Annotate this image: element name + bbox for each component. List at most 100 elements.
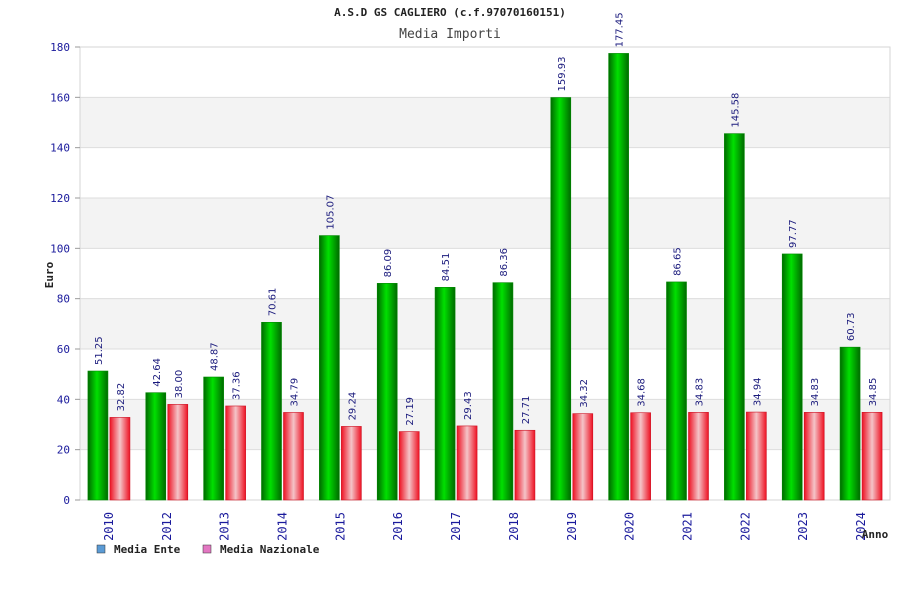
data-label: 38.00 bbox=[174, 370, 185, 399]
y-tick-label: 120 bbox=[50, 192, 70, 205]
bar-media-ente bbox=[608, 53, 629, 501]
y-tick-label: 180 bbox=[50, 41, 70, 54]
chart-subtitle: Media Importi bbox=[399, 27, 501, 42]
x-tick-label: 2022 bbox=[738, 512, 752, 541]
data-label: 86.65 bbox=[673, 247, 684, 276]
bar-media-ente bbox=[145, 392, 167, 501]
grid-band bbox=[80, 147, 890, 198]
legend: Media Ente Media Nazionale bbox=[96, 543, 320, 556]
x-tick-label: 2023 bbox=[796, 512, 810, 541]
legend-label-media-nazionale: Media Nazionale bbox=[220, 543, 320, 556]
y-tick-label: 100 bbox=[50, 242, 70, 255]
data-label: 145.58 bbox=[730, 93, 741, 128]
grid-band bbox=[80, 399, 890, 450]
y-tick-label: 40 bbox=[57, 393, 70, 406]
data-label: 51.25 bbox=[94, 336, 105, 365]
bar-media-ente bbox=[87, 370, 109, 501]
bar-media-ente bbox=[319, 235, 340, 501]
data-label: 42.64 bbox=[152, 358, 163, 387]
x-tick-label: 2020 bbox=[623, 512, 637, 541]
x-tick-label: 2015 bbox=[333, 512, 347, 541]
data-label: 32.82 bbox=[116, 383, 127, 412]
y-tick-label: 160 bbox=[50, 91, 70, 104]
data-label: 34.83 bbox=[695, 378, 706, 407]
bar-media-nazionale bbox=[630, 412, 651, 501]
x-tick-label: 2016 bbox=[391, 512, 405, 541]
data-label: 60.73 bbox=[846, 313, 857, 342]
plot-frame bbox=[79, 46, 891, 501]
x-tick-label: 2010 bbox=[102, 512, 116, 541]
data-label: 48.87 bbox=[210, 342, 221, 371]
data-label: 34.32 bbox=[579, 379, 590, 408]
grid-band bbox=[80, 349, 890, 400]
data-label: 34.79 bbox=[290, 378, 301, 407]
data-label: 34.83 bbox=[810, 378, 821, 407]
legend-swatch-media-nazionale bbox=[202, 544, 212, 554]
bar-media-nazionale bbox=[283, 412, 304, 501]
data-label: 37.36 bbox=[232, 371, 243, 400]
x-tick-label: 2018 bbox=[507, 512, 521, 541]
bar-media-nazionale bbox=[688, 412, 709, 501]
data-label: 84.51 bbox=[441, 253, 452, 282]
x-tick-label: 2024 bbox=[854, 512, 868, 541]
bar-media-nazionale bbox=[514, 429, 536, 501]
data-label: 105.07 bbox=[325, 195, 336, 230]
legend-label-media-ente: Media Ente bbox=[114, 543, 181, 556]
x-axis-label: Anno bbox=[862, 528, 889, 541]
bar-media-ente bbox=[376, 283, 398, 501]
bar-media-nazionale bbox=[167, 404, 189, 501]
bar-media-ente bbox=[666, 281, 687, 501]
bar-media-nazionale bbox=[398, 431, 420, 501]
data-label: 27.71 bbox=[521, 396, 532, 425]
bar-media-nazionale bbox=[803, 412, 825, 501]
bar-media-ente bbox=[203, 376, 224, 501]
legend-swatch-media-ente bbox=[96, 544, 106, 554]
grid-band bbox=[80, 298, 890, 349]
data-label: 34.68 bbox=[637, 378, 648, 407]
bar-media-nazionale bbox=[456, 425, 478, 501]
bar-media-nazionale bbox=[861, 411, 883, 501]
y-tick-label: 80 bbox=[57, 293, 70, 306]
data-label: 70.61 bbox=[268, 288, 279, 317]
bar-media-ente bbox=[724, 133, 745, 501]
data-label: 27.19 bbox=[405, 397, 416, 426]
x-tick-label: 2012 bbox=[160, 512, 174, 541]
data-label: 97.77 bbox=[788, 219, 799, 248]
bar-media-ente bbox=[781, 253, 803, 501]
data-label: 86.09 bbox=[383, 249, 394, 278]
grid-band bbox=[80, 47, 890, 98]
data-label: 29.43 bbox=[463, 391, 474, 420]
bar-media-ente bbox=[434, 287, 456, 501]
bar-media-ente bbox=[261, 321, 282, 501]
bar-media-ente bbox=[839, 346, 861, 501]
grid-band bbox=[80, 449, 890, 500]
y-tick-label: 20 bbox=[57, 444, 70, 457]
x-tick-label: 2019 bbox=[565, 512, 579, 541]
bar-media-nazionale bbox=[225, 405, 246, 501]
x-tick-label: 2013 bbox=[218, 512, 232, 541]
bar-media-nazionale bbox=[572, 413, 594, 501]
y-tick-label: 0 bbox=[63, 494, 70, 507]
data-label: 177.45 bbox=[615, 12, 626, 47]
grid-band bbox=[80, 97, 890, 148]
data-label: 86.36 bbox=[499, 248, 510, 277]
data-label: 34.94 bbox=[752, 377, 763, 406]
y-axis-label: Euro bbox=[43, 261, 56, 288]
grid-band bbox=[80, 198, 890, 249]
bar-media-ente bbox=[550, 97, 572, 501]
bar-media-nazionale bbox=[109, 417, 131, 501]
data-label: 29.24 bbox=[347, 392, 358, 421]
y-tick-label: 140 bbox=[50, 142, 70, 155]
y-tick-label: 60 bbox=[57, 343, 70, 356]
bar-media-nazionale bbox=[746, 411, 767, 501]
x-tick-label: 2021 bbox=[681, 512, 695, 541]
bar-media-ente bbox=[492, 282, 514, 501]
x-tick-label: 2017 bbox=[449, 512, 463, 541]
data-label: 34.85 bbox=[868, 378, 879, 407]
chart-title: A.S.D GS CAGLIERO (c.f.97070160151) bbox=[334, 6, 566, 19]
grid-band bbox=[80, 248, 890, 299]
bar-media-nazionale bbox=[341, 426, 362, 501]
x-tick-label: 2014 bbox=[276, 512, 290, 541]
